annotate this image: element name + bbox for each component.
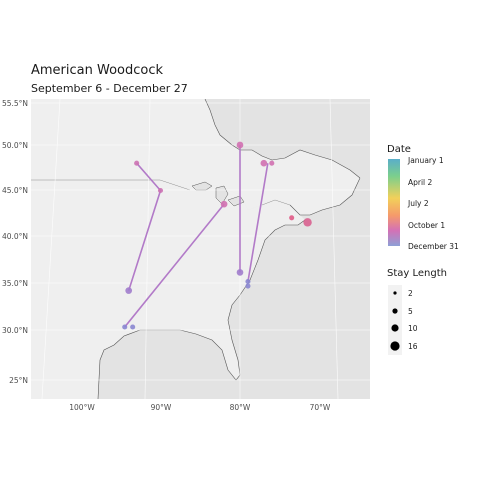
stopover-point [236,269,244,276]
date-legend-label: April 2 [408,178,433,187]
date-legend-label: July 2 [407,199,429,208]
date-colorbar [388,159,400,246]
stopover-point [269,160,275,166]
lat-tick: 55.5°N [2,99,28,108]
migration-route [124,203,225,328]
stay-key-2 [393,291,397,295]
stay-key-10 [391,324,399,332]
land-canada [31,99,360,215]
lon-tick: 70°W [310,403,331,412]
lon-tick: 80°W [230,403,251,412]
stopover-point [245,283,251,289]
lon-axis: 100°W 90°W 80°W 70°W [69,403,331,412]
routes-layer [124,145,269,328]
stay-legend-keys [388,285,402,355]
stopover-point [220,200,228,208]
stay-legend-label: 2 [408,289,413,298]
stay-legend-label: 16 [408,342,418,351]
chart-title: American Woodcock [31,63,164,78]
stopover-point [303,218,312,227]
stay-legend-label: 10 [408,324,418,333]
date-legend-label: December 31 [408,242,459,251]
migration-route [247,163,269,282]
date-legend-label: October 1 [408,221,445,230]
stopover-point [122,324,128,330]
stay-legend-title: Stay Length [387,268,447,279]
stopover-point [289,215,295,221]
land-us [31,180,305,399]
stay-key-5 [392,308,398,314]
stay-legend: 2 5 10 16 [388,285,418,355]
stopover-point [130,324,136,330]
stay-legend-label: 5 [408,307,413,316]
lat-tick: 40.0°N [2,232,28,241]
stopover-point [157,187,164,194]
chart-subtitle: September 6 - December 27 [31,82,188,95]
stay-key-16 [390,341,400,351]
date-legend: January 1 April 2 July 2 October 1 Decem… [388,156,459,251]
date-legend-title: Date [387,144,411,155]
date-legend-label: January 1 [407,156,444,165]
graticule [31,99,370,399]
lat-tick: 50.0°N [2,141,28,150]
lat-tick: 45.0°N [2,186,28,195]
stopover-point [260,159,268,167]
lat-tick: 25°N [9,376,28,385]
stops-layer [122,141,312,330]
country-border [31,179,291,206]
lat-tick: 30.0°N [2,326,28,335]
coastline [97,99,361,399]
lat-tick: 35.0°N [2,279,28,288]
lat-axis: 55.5°N 50.0°N 45.0°N 40.0°N 35.0°N 30.0°… [2,99,28,385]
stopover-point [125,287,133,294]
great-lakes [191,181,245,207]
stopover-point [245,278,251,285]
stopover-point [236,141,244,149]
lon-tick: 100°W [69,403,95,412]
stopover-point [134,160,140,166]
lon-tick: 90°W [151,403,172,412]
